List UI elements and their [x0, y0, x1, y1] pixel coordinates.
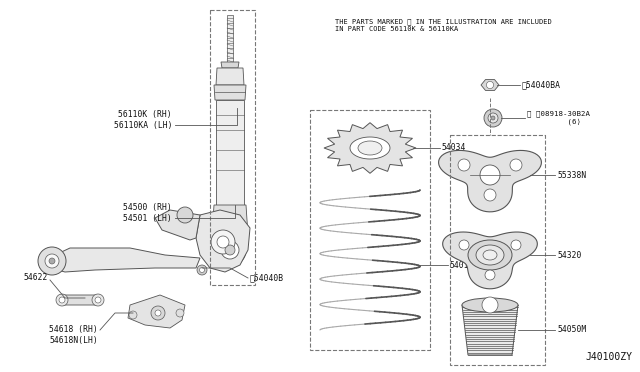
Ellipse shape [483, 250, 497, 260]
Polygon shape [155, 210, 200, 240]
Polygon shape [212, 205, 248, 235]
Polygon shape [324, 123, 416, 173]
Text: ※ ⓝ08918-30B2A
         (6⟩: ※ ⓝ08918-30B2A (6⟩ [527, 111, 590, 125]
Circle shape [484, 109, 502, 127]
Text: 54010M: 54010M [450, 260, 479, 269]
Polygon shape [350, 137, 390, 159]
Circle shape [458, 159, 470, 171]
Circle shape [38, 247, 66, 275]
Ellipse shape [476, 245, 504, 265]
Circle shape [176, 309, 184, 317]
Circle shape [95, 297, 101, 303]
Circle shape [485, 270, 495, 280]
Text: 54622: 54622 [24, 273, 48, 282]
Circle shape [484, 189, 496, 201]
Circle shape [211, 230, 235, 254]
Circle shape [510, 159, 522, 171]
Text: 56110K (RH)
56110KA (LH): 56110K (RH) 56110KA (LH) [113, 110, 172, 130]
Circle shape [486, 81, 493, 89]
Circle shape [491, 116, 495, 120]
Polygon shape [216, 100, 244, 205]
Ellipse shape [462, 298, 518, 312]
Circle shape [221, 241, 239, 259]
Polygon shape [196, 210, 250, 272]
Text: J40100ZY: J40100ZY [585, 352, 632, 362]
Text: 55338N: 55338N [557, 170, 586, 180]
Circle shape [92, 294, 104, 306]
Text: 54050M: 54050M [557, 326, 586, 334]
Polygon shape [214, 85, 246, 100]
Circle shape [511, 240, 521, 250]
Circle shape [214, 234, 246, 266]
Circle shape [225, 245, 235, 255]
Text: 54618 (RH)
54618N(LH): 54618 (RH) 54618N(LH) [49, 325, 98, 345]
Circle shape [197, 265, 207, 275]
Text: ※54040B: ※54040B [250, 273, 284, 282]
Text: ※54040BA: ※54040BA [522, 80, 561, 90]
Polygon shape [221, 62, 239, 68]
Circle shape [459, 240, 469, 250]
Text: 54500 (RH)
54501 (LH): 54500 (RH) 54501 (LH) [124, 203, 172, 223]
Circle shape [155, 310, 161, 316]
Polygon shape [216, 68, 244, 85]
Polygon shape [60, 295, 100, 305]
Circle shape [56, 294, 68, 306]
Circle shape [217, 236, 229, 248]
Circle shape [59, 297, 65, 303]
Polygon shape [227, 15, 233, 65]
Circle shape [177, 207, 193, 223]
Circle shape [45, 254, 59, 268]
Ellipse shape [468, 240, 512, 270]
Polygon shape [481, 80, 499, 90]
Ellipse shape [358, 141, 382, 155]
Polygon shape [128, 295, 185, 328]
Circle shape [488, 113, 498, 123]
Text: 54034: 54034 [442, 144, 467, 153]
Polygon shape [443, 232, 538, 289]
Polygon shape [50, 248, 200, 272]
Circle shape [200, 267, 205, 273]
Text: 54320: 54320 [557, 250, 581, 260]
Circle shape [129, 311, 137, 319]
Circle shape [49, 258, 55, 264]
Circle shape [480, 165, 500, 185]
Circle shape [151, 306, 165, 320]
Circle shape [482, 297, 498, 313]
Polygon shape [438, 150, 541, 212]
Text: THE PARTS MARKED ※ IN THE ILLUSTRATION ARE INCLUDED
IN PART CODE 56110K & 56110K: THE PARTS MARKED ※ IN THE ILLUSTRATION A… [335, 18, 552, 32]
Polygon shape [462, 305, 518, 355]
